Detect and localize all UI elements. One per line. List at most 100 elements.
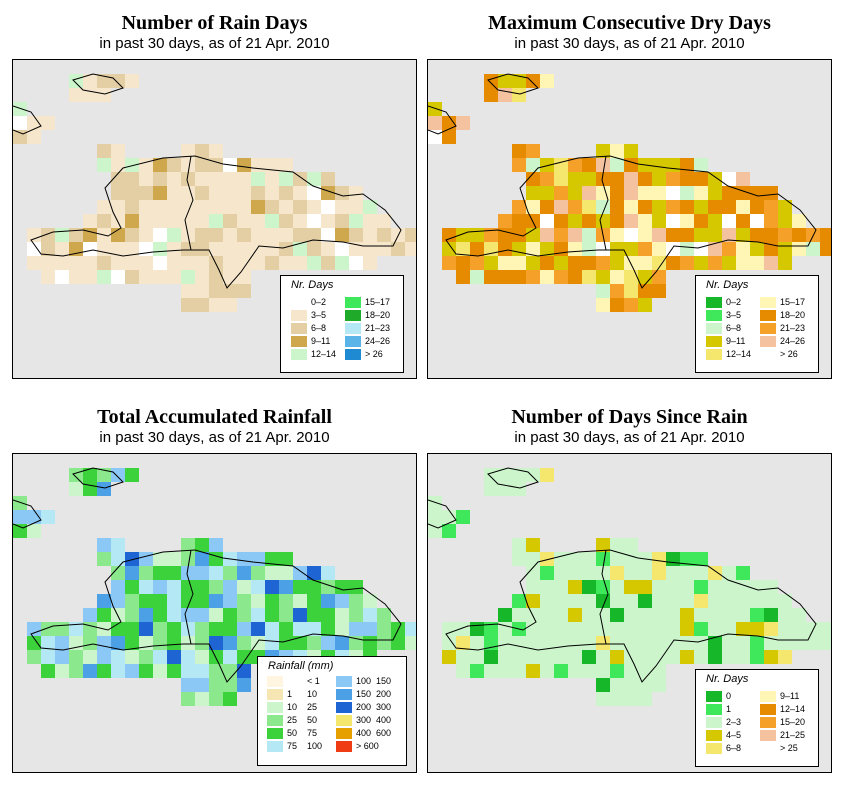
map-cell <box>153 636 167 650</box>
map-cell <box>652 566 666 580</box>
panel-total-rainfall: Total Accumulated Rainfall in past 30 da… <box>12 406 417 781</box>
map-cell <box>498 468 512 482</box>
map-cell <box>610 284 624 298</box>
map-cell <box>293 172 307 186</box>
map-cell <box>582 650 596 664</box>
map-cell <box>209 580 223 594</box>
map-cell <box>596 144 610 158</box>
map-cell <box>652 270 666 284</box>
map-cell <box>55 636 69 650</box>
map-cell <box>55 256 69 270</box>
map-cell <box>596 636 610 650</box>
map-cell <box>638 622 652 636</box>
map-cell <box>167 228 181 242</box>
map-cell <box>694 256 708 270</box>
map-cell <box>363 242 377 256</box>
map-cell <box>568 200 582 214</box>
map-grid <box>13 73 416 312</box>
map-cell <box>540 566 554 580</box>
map-cell <box>624 298 638 312</box>
map-cell <box>666 200 680 214</box>
map-cell <box>377 242 391 256</box>
map-cell <box>223 228 237 242</box>
map-cell <box>377 622 391 636</box>
map-cell <box>209 636 223 650</box>
map-cell <box>349 214 363 228</box>
map-cell <box>125 622 139 636</box>
map-cell <box>223 270 237 284</box>
legend-to: 150 <box>376 676 392 686</box>
map-cell <box>125 242 139 256</box>
map-cell <box>610 678 624 692</box>
panel-title: Maximum Consecutive Dry Days <box>488 12 771 34</box>
map-cell <box>456 510 470 524</box>
map-cell <box>554 158 568 172</box>
map-cell <box>363 256 377 270</box>
map-cell <box>251 228 265 242</box>
map-cell <box>335 622 349 636</box>
map-cell <box>736 636 750 650</box>
legend-from: 10 <box>287 702 298 712</box>
map-cell <box>638 566 652 580</box>
map-cell <box>596 678 610 692</box>
map-cell <box>442 650 456 664</box>
legend-to: 400 <box>376 715 392 725</box>
map-cell <box>638 186 652 200</box>
map-cell <box>195 552 209 566</box>
legend-swatch <box>706 323 722 334</box>
map-cell <box>153 622 167 636</box>
map-cell <box>596 580 610 594</box>
map-cell <box>736 256 750 270</box>
panel-subtitle: in past 30 days, as of 21 Apr. 2010 <box>99 429 330 446</box>
map-cell <box>181 186 195 200</box>
map-cell <box>209 242 223 256</box>
map-cell <box>405 622 416 636</box>
map-cell <box>111 270 125 284</box>
legend-from: 100 <box>356 676 372 686</box>
map-cell <box>652 552 666 566</box>
map-cell <box>69 664 83 678</box>
map-cell <box>55 242 69 256</box>
map-cell <box>736 608 750 622</box>
map-cell <box>554 228 568 242</box>
map-cell <box>582 636 596 650</box>
map-cell <box>708 580 722 594</box>
map-cell <box>540 664 554 678</box>
map-cell <box>223 172 237 186</box>
map-cell <box>209 186 223 200</box>
map-cell <box>111 580 125 594</box>
map-cell <box>55 270 69 284</box>
map-cell <box>694 594 708 608</box>
map-cell <box>582 214 596 228</box>
map-cell <box>624 580 638 594</box>
map-cell <box>722 256 736 270</box>
map-cell <box>652 678 666 692</box>
map-cell <box>722 186 736 200</box>
map-cell <box>265 242 279 256</box>
map-cell <box>554 552 568 566</box>
map-cell <box>83 256 97 270</box>
map-cell <box>237 158 251 172</box>
map-cell <box>111 186 125 200</box>
legend-label: 6–8 <box>726 323 742 333</box>
map-cell <box>624 284 638 298</box>
map-cell <box>293 242 307 256</box>
map-cell <box>279 566 293 580</box>
map-cell <box>540 214 554 228</box>
map-cell <box>582 552 596 566</box>
coastline <box>30 155 402 289</box>
map-cell <box>512 594 526 608</box>
map-cell <box>167 636 181 650</box>
map-cell <box>139 270 153 284</box>
legend-label: 3–5 <box>311 310 327 320</box>
map-cell <box>428 130 442 144</box>
map-cell <box>377 228 391 242</box>
map-cell <box>526 242 540 256</box>
map-cell <box>363 228 377 242</box>
map-cell <box>568 664 582 678</box>
map-cell <box>83 228 97 242</box>
legend-to: 10 <box>307 689 318 699</box>
map-cell <box>666 256 680 270</box>
map-cell <box>722 228 736 242</box>
map-cell <box>349 200 363 214</box>
